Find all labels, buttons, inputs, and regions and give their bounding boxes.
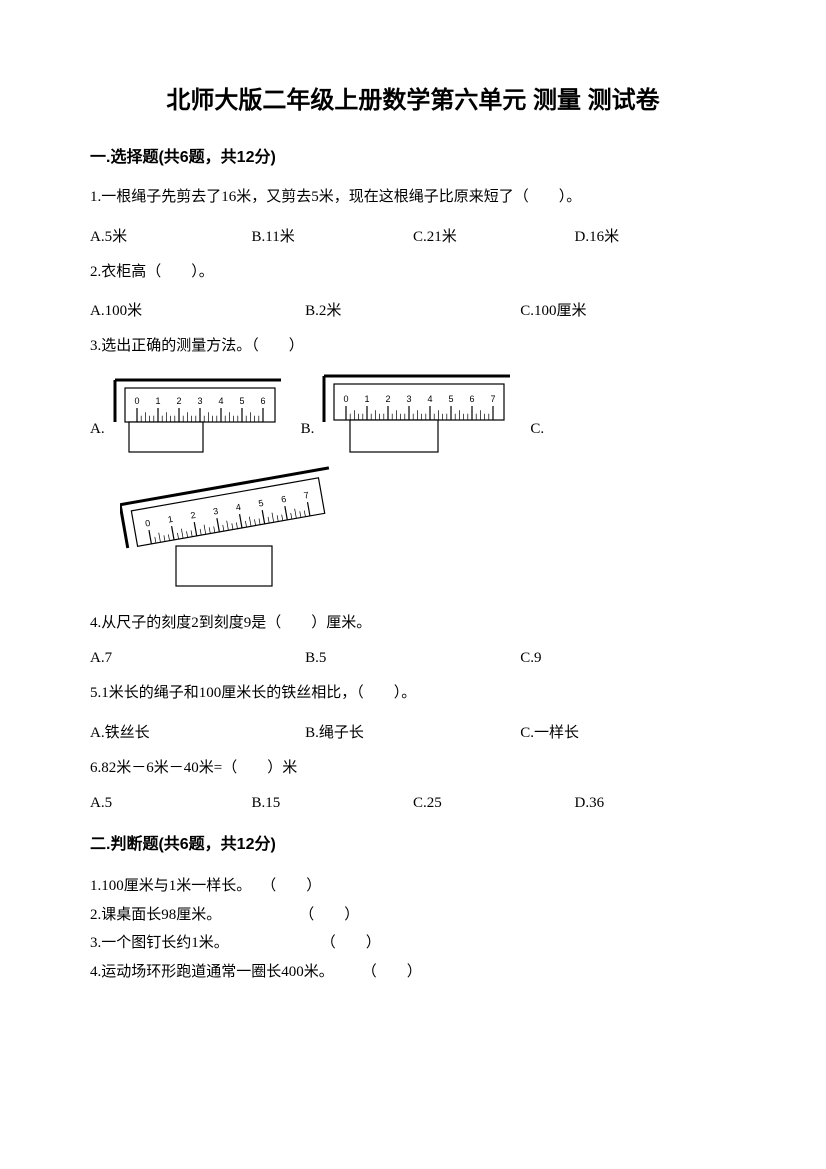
q3-stem: 3.选出正确的测量方法。（ ） <box>90 334 736 360</box>
q1-stem: 1.一根绳子先剪去了16米，又剪去5米，现在这根绳子比原来短了（ ）。 <box>90 185 736 211</box>
q6-opt-b[interactable]: B.15 <box>252 795 414 812</box>
q6-opt-c[interactable]: C.25 <box>413 795 575 812</box>
q6-stem: 6.82米－6米－40米=（ ）米 <box>90 756 736 782</box>
q2-opt-c[interactable]: C.100厘米 <box>520 299 735 320</box>
q3-figure-row-ab: A. 0 1 2 3 4 5 6 B. 0 1 2 3 4 5 6 7 C. <box>90 374 736 454</box>
j4-paren[interactable]: （ ） <box>334 958 422 987</box>
ruler-figure-b-icon: 0 1 2 3 4 5 6 7 <box>320 374 510 454</box>
svg-text:5: 5 <box>449 394 454 404</box>
svg-text:0: 0 <box>134 396 139 406</box>
ruler-figure-c-icon: 01234567 <box>120 464 340 594</box>
svg-text:2: 2 <box>386 394 391 404</box>
svg-text:5: 5 <box>239 396 244 406</box>
page-title: 北师大版二年级上册数学第六单元 测量 测试卷 <box>90 80 736 115</box>
j3-paren[interactable]: （ ） <box>229 929 381 958</box>
q1-opt-c[interactable]: C.21米 <box>413 225 575 246</box>
q5-opt-c[interactable]: C.一样长 <box>520 721 735 742</box>
svg-text:2: 2 <box>176 396 181 406</box>
q2-stem: 2.衣柜高（ ）。 <box>90 260 736 286</box>
section-1-header: 一.选择题(共6题，共12分) <box>90 143 736 167</box>
svg-text:7: 7 <box>491 394 496 404</box>
q4-opt-c[interactable]: C.9 <box>520 650 735 667</box>
svg-text:1: 1 <box>365 394 370 404</box>
q2-opt-a[interactable]: A.100米 <box>90 299 305 320</box>
j1-text: 1.100厘米与1米一样长。 <box>90 872 251 901</box>
q4-stem: 4.从尺子的刻度2到刻度9是（ ）厘米。 <box>90 611 736 637</box>
q3-opt-c[interactable]: C. <box>530 421 544 454</box>
j4-line: 4.运动场环形跑道通常一圈长400米。 （ ） <box>90 958 736 987</box>
svg-text:0: 0 <box>344 394 349 404</box>
q1-opt-d[interactable]: D.16米 <box>575 225 737 246</box>
q5-stem: 5.1米长的绳子和100厘米长的铁丝相比，（ ）。 <box>90 681 736 707</box>
q3-opt-b[interactable]: B. <box>301 421 315 454</box>
q3-figure-a-wrap: A. 0 1 2 3 4 5 6 <box>90 378 281 454</box>
j3-text: 3.一个图钉长约1米。 <box>90 929 229 958</box>
j2-paren[interactable]: （ ） <box>221 901 359 930</box>
svg-text:1: 1 <box>155 396 160 406</box>
q6-options: A.5 B.15 C.25 D.36 <box>90 795 736 812</box>
section-2-header: 二.判断题(共6题，共12分) <box>90 830 736 854</box>
q1-opt-b[interactable]: B.11米 <box>252 225 414 246</box>
j2-line: 2.课桌面长98厘米。 （ ） <box>90 901 736 930</box>
q4-options: A.7 B.5 C.9 <box>90 650 736 667</box>
svg-text:3: 3 <box>197 396 202 406</box>
q5-opt-a[interactable]: A.铁丝长 <box>90 721 305 742</box>
q2-opt-b[interactable]: B.2米 <box>305 299 520 320</box>
j1-line: 1.100厘米与1米一样长。 （ ） <box>90 872 736 901</box>
q4-opt-b[interactable]: B.5 <box>305 650 520 667</box>
q4-opt-a[interactable]: A.7 <box>90 650 305 667</box>
j2-text: 2.课桌面长98厘米。 <box>90 901 221 930</box>
svg-text:4: 4 <box>218 396 223 406</box>
q2-options: A.100米 B.2米 C.100厘米 <box>90 299 736 320</box>
q6-opt-a[interactable]: A.5 <box>90 795 252 812</box>
j4-text: 4.运动场环形跑道通常一圈长400米。 <box>90 958 334 987</box>
page: 北师大版二年级上册数学第六单元 测量 测试卷 一.选择题(共6题，共12分) 1… <box>0 0 826 1026</box>
q3-figure-b-wrap: B. 0 1 2 3 4 5 6 7 <box>301 374 511 454</box>
ruler-figure-a-icon: 0 1 2 3 4 5 6 <box>111 378 281 454</box>
q5-options: A.铁丝长 B.绳子长 C.一样长 <box>90 721 736 742</box>
q5-opt-b[interactable]: B.绳子长 <box>305 721 520 742</box>
j3-line: 3.一个图钉长约1米。 （ ） <box>90 929 736 958</box>
q3-opt-a[interactable]: A. <box>90 421 105 454</box>
q6-opt-d[interactable]: D.36 <box>575 795 737 812</box>
q3-figure-c-wrap: 01234567 <box>120 464 736 599</box>
j1-paren[interactable]: （ ） <box>251 872 321 901</box>
q1-opt-a[interactable]: A.5米 <box>90 225 252 246</box>
svg-text:6: 6 <box>260 396 265 406</box>
svg-text:6: 6 <box>470 394 475 404</box>
svg-text:3: 3 <box>407 394 412 404</box>
svg-text:4: 4 <box>428 394 433 404</box>
q1-options: A.5米 B.11米 C.21米 D.16米 <box>90 225 736 246</box>
